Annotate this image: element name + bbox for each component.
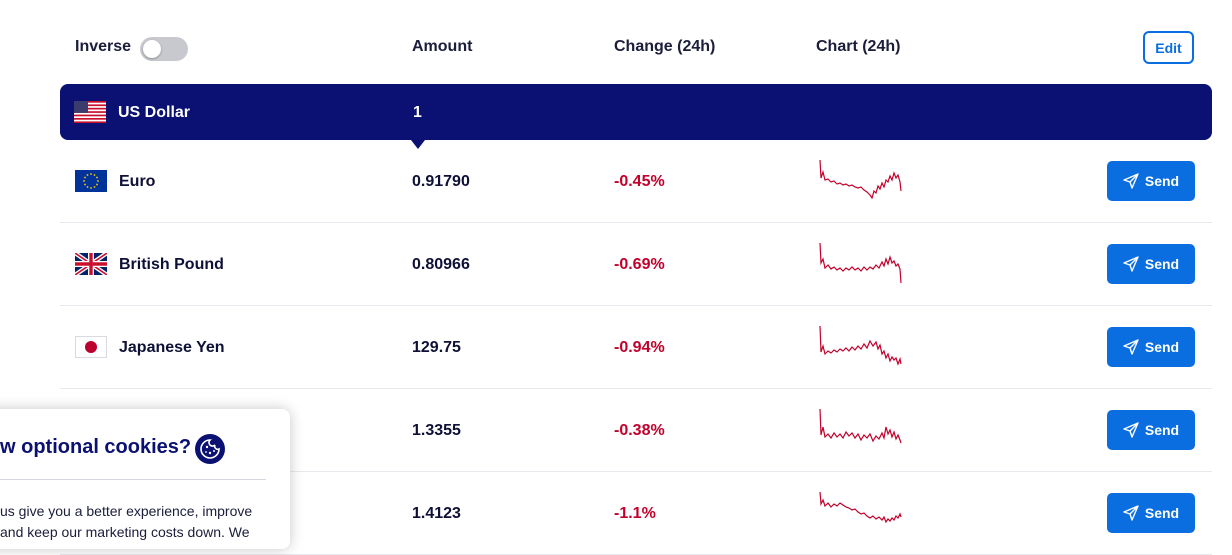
sparkline-chart <box>819 325 902 366</box>
cookie-title: w optional cookies? <box>0 436 192 458</box>
change-value: -0.38% <box>614 422 665 439</box>
send-label: Send <box>1144 256 1180 272</box>
currency-amount: 1.4123 <box>412 505 461 522</box>
change-value: -0.94% <box>614 339 665 356</box>
send-icon <box>1123 422 1139 438</box>
change-column-header: Change (24h) <box>614 38 716 55</box>
currency-amount: 0.91790 <box>412 173 470 190</box>
cookie-icon <box>195 434 225 464</box>
send-icon <box>1123 173 1139 189</box>
send-label: Send <box>1144 505 1180 521</box>
cookie-consent-dialog: w optional cookies? us give you a better… <box>0 409 290 549</box>
table-header: Inverse Amount Change (24h) Chart (24h) … <box>60 26 1212 70</box>
currency-row-japanese-yen[interactable]: Japanese Yen 129.75 -0.94% Send <box>60 306 1212 389</box>
change-value: -0.45% <box>614 173 665 190</box>
amount-column-header: Amount <box>412 38 473 55</box>
send-icon <box>1123 256 1139 272</box>
send-icon <box>1123 339 1139 355</box>
inverse-label: Inverse <box>75 38 132 55</box>
cookie-text: us give you a better experience, improve… <box>0 503 253 540</box>
currency-amount: 1.3355 <box>412 422 461 439</box>
currency-amount: 129.75 <box>412 339 461 356</box>
change-value: -1.1% <box>614 505 656 522</box>
send-label: Send <box>1144 173 1180 189</box>
currency-row-euro[interactable]: Euro 0.91790 -0.45% Send <box>60 140 1212 223</box>
sparkline-chart <box>819 491 902 524</box>
send-label: Send <box>1144 422 1180 438</box>
currency-name: Euro <box>119 173 156 190</box>
pointer-arrow <box>411 140 425 149</box>
currency-name: Japanese Yen <box>119 339 225 356</box>
send-icon <box>1123 505 1139 521</box>
send-button[interactable]: Send <box>1107 493 1195 533</box>
sparkline-chart <box>819 408 902 444</box>
cookie-divider <box>0 479 266 480</box>
currency-amount: 0.80966 <box>412 256 470 273</box>
send-button[interactable]: Send <box>1107 244 1195 284</box>
chart-column-header: Chart (24h) <box>816 38 901 55</box>
currency-name: British Pound <box>119 256 224 273</box>
eu-flag-icon <box>75 170 107 192</box>
currency-row-british-pound[interactable]: British Pound 0.80966 -0.69% Send <box>60 223 1212 306</box>
sparkline-chart <box>819 159 902 200</box>
inverse-toggle[interactable] <box>140 37 188 61</box>
send-button[interactable]: Send <box>1107 327 1195 367</box>
us-flag-icon <box>74 101 106 123</box>
base-currency-name: US Dollar <box>118 104 191 121</box>
base-currency-row[interactable]: US Dollar 1 <box>60 84 1212 149</box>
currency-row-4[interactable]: 1.3355 -0.38% Send <box>60 389 1212 472</box>
send-button[interactable]: Send <box>1107 410 1195 450</box>
sparkline-chart <box>819 242 902 284</box>
send-label: Send <box>1144 339 1180 355</box>
change-value: -0.69% <box>614 256 665 273</box>
uk-flag-icon <box>75 253 107 275</box>
edit-button[interactable]: Edit <box>1143 31 1194 64</box>
send-button[interactable]: Send <box>1107 161 1195 201</box>
toggle-knob <box>143 40 161 58</box>
jp-flag-icon <box>75 336 107 358</box>
base-amount[interactable]: 1 <box>413 104 422 121</box>
